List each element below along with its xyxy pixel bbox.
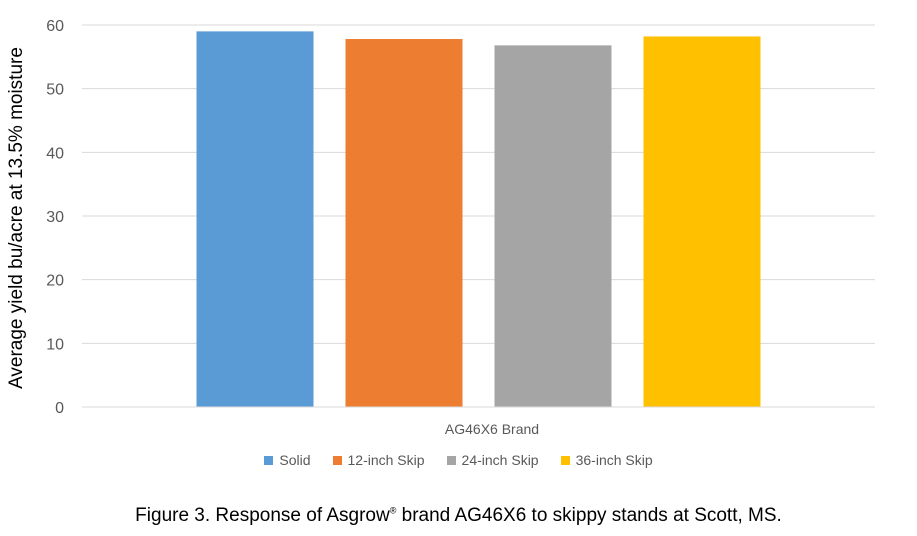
y-tick-label: 0 — [55, 400, 64, 417]
bar-solid — [196, 31, 314, 407]
bar-36-inch-skip — [643, 36, 761, 408]
legend-swatch-solid — [264, 455, 274, 465]
y-tick-label: 60 — [46, 18, 64, 35]
legend-item-24-inch-skip: 24-inch Skip — [446, 452, 539, 468]
y-tick-label: 30 — [46, 209, 64, 226]
y-axis-label: Average yield bu/acre at 13.5% moisture — [6, 47, 27, 389]
caption-prefix: Figure 3. Response of Asgrow — [135, 505, 390, 526]
legend-label-36-inch-skip: 36-inch Skip — [575, 452, 653, 468]
x-category-label: AG46X6 Brand — [445, 421, 539, 437]
legend-label-solid: Solid — [279, 452, 311, 468]
bar-12-inch-skip — [345, 39, 463, 408]
legend: Solid 12-inch Skip 24-inch Skip 36-inch … — [0, 452, 917, 468]
legend-swatch-12-inch-skip — [332, 455, 342, 465]
y-axis-ticks: 0 10 20 30 40 50 60 — [46, 18, 64, 417]
legend-item-12-inch-skip: 12-inch Skip — [332, 452, 425, 468]
legend-item-36-inch-skip: 36-inch Skip — [560, 452, 653, 468]
caption-registered-mark: ® — [389, 505, 397, 516]
y-tick-label: 40 — [46, 145, 64, 162]
y-tick-label: 10 — [46, 336, 64, 353]
bars — [196, 31, 761, 408]
y-tick-label: 20 — [46, 273, 64, 290]
legend-label-12-inch-skip: 12-inch Skip — [347, 452, 425, 468]
bar-chart: 0 10 20 30 40 50 60 AG46X6 Brand Average yield… — [6, 18, 875, 437]
bar-24-inch-skip — [494, 45, 612, 408]
figure-caption: Figure 3. Response of Asgrow® brand AG46… — [0, 505, 917, 527]
y-tick-label: 50 — [46, 82, 64, 99]
legend-swatch-36-inch-skip — [560, 455, 570, 465]
caption-suffix: brand AG46X6 to skippy stands at Scott, … — [396, 505, 782, 526]
legend-item-solid: Solid — [264, 452, 311, 468]
legend-swatch-24-inch-skip — [446, 455, 456, 465]
legend-label-24-inch-skip: 24-inch Skip — [461, 452, 539, 468]
